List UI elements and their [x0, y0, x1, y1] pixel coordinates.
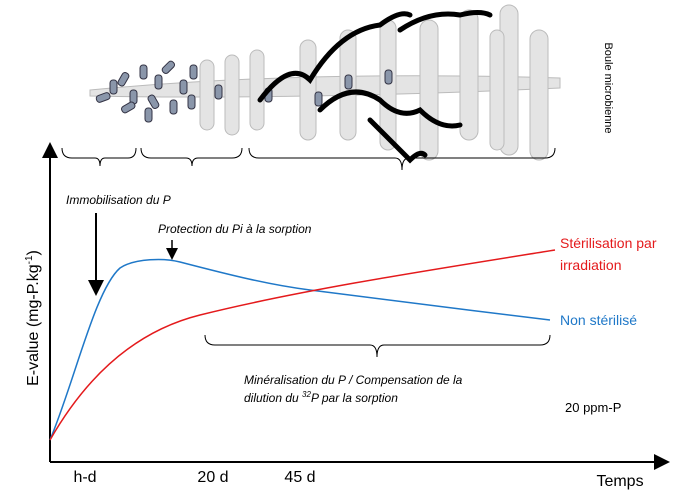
x-axis-label: Temps — [596, 473, 643, 490]
x-tick-label: 20 d — [197, 469, 228, 486]
annotation: Protection du Pi à la sorption — [158, 222, 312, 236]
label-part: E-value (mg-P.kg — [25, 264, 42, 386]
worms — [257, 10, 493, 164]
root-illustration — [89, 4, 561, 161]
superscript: 32 — [302, 390, 311, 399]
annotation: dilution du 32P par la sorption — [244, 390, 398, 405]
label-part: ) — [25, 250, 42, 255]
sterilised-curve — [49, 249, 556, 441]
annotation-part: P par la sorption — [311, 391, 398, 405]
non-sterilised-curve — [49, 258, 551, 441]
microbes — [95, 60, 393, 123]
y-axis-label: E-value (mg-P.kg-1) — [24, 250, 42, 386]
curve-label: Stérilisation par — [560, 235, 657, 251]
curve-label: irradiation — [560, 257, 621, 273]
annotation: Minéralisation du P / Compensation de la — [244, 373, 463, 387]
side-label: Boule microbienne — [602, 42, 614, 133]
x-tick-label: h-d — [73, 469, 96, 486]
annotation-part: dilution du — [244, 391, 302, 405]
brackets — [61, 147, 556, 358]
curve-label: Non stérilisé — [560, 312, 637, 328]
x-tick-label: 45 d — [284, 469, 315, 486]
dose-label: 20 ppm-P — [565, 400, 621, 415]
annotation: Immobilisation du P — [66, 193, 171, 207]
superscript: -1 — [24, 255, 35, 264]
